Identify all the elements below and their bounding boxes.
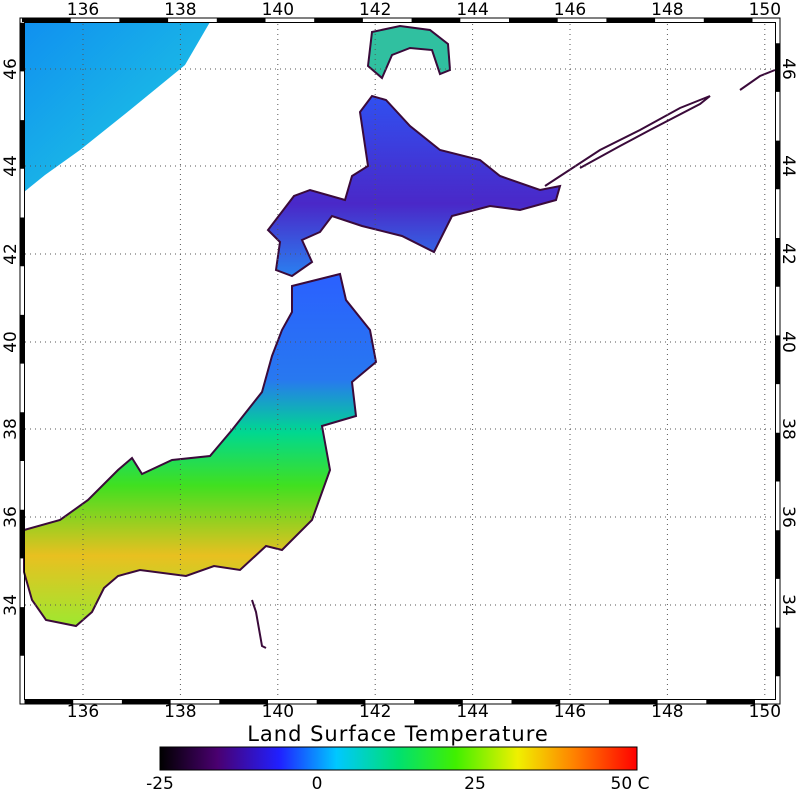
lon-label-top: 144	[456, 0, 488, 20]
lon-label-bottom: 146	[554, 702, 586, 722]
lon-label-bottom: 140	[262, 702, 294, 722]
graticule	[25, 24, 775, 699]
lat-label-left: 34	[1, 594, 21, 616]
colorbar-label: 25	[464, 774, 486, 794]
colorbar-label: -25	[146, 774, 174, 794]
lat-label-right: 36	[778, 506, 797, 528]
tick-labels: 136 136 138 138 140 140 142 142 144 144 146 146 148 1…	[1, 0, 797, 722]
sakhalin	[366, 24, 452, 80]
lon-label-top: 142	[359, 0, 391, 20]
lat-label-right: 40	[778, 331, 797, 353]
lat-label-right: 42	[778, 243, 797, 265]
lat-label-left: 46	[1, 58, 21, 80]
lat-label-right: 46	[778, 58, 797, 80]
lat-label-left: 38	[1, 418, 21, 440]
lon-label-bottom: 148	[651, 702, 683, 722]
lat-label-right: 44	[778, 155, 797, 177]
lon-label-bottom: 136	[67, 702, 99, 722]
lat-label-left: 44	[1, 155, 21, 177]
colorbar-label: 0	[312, 774, 323, 794]
map-frame-ticks	[20, 18, 780, 704]
lon-label-top: 150	[749, 0, 781, 20]
colorbar-title: Land Surface Temperature	[247, 722, 549, 746]
lon-label-bottom: 142	[359, 702, 391, 722]
honshu	[23, 272, 378, 628]
colorbar-label: 50 C	[611, 774, 650, 794]
lat-label-left: 40	[1, 331, 21, 353]
lat-label-right: 34	[778, 594, 797, 616]
hokkaido	[266, 94, 562, 278]
lon-label-top: 146	[554, 0, 586, 20]
lon-label-top: 140	[262, 0, 294, 20]
lon-label-top: 138	[164, 0, 196, 20]
lon-label-top: 148	[651, 0, 683, 20]
colorbar-labels: -25 0 25 50 C	[146, 774, 649, 794]
lon-label-bottom: 144	[456, 702, 488, 722]
land-areas	[23, 22, 776, 649]
lon-label-bottom: 138	[164, 702, 196, 722]
mainland-coast	[24, 22, 210, 192]
izu-islands	[251, 599, 267, 649]
kamchatka-coast	[739, 69, 776, 91]
lat-label-left: 36	[1, 506, 21, 528]
map-frame-inner	[24, 22, 776, 700]
kuril-islands	[544, 95, 711, 187]
lon-label-bottom: 150	[749, 702, 781, 722]
lon-label-top: 136	[67, 0, 99, 20]
lat-label-right: 38	[778, 418, 797, 440]
colorbar	[159, 746, 638, 771]
lat-label-left: 42	[1, 243, 21, 265]
